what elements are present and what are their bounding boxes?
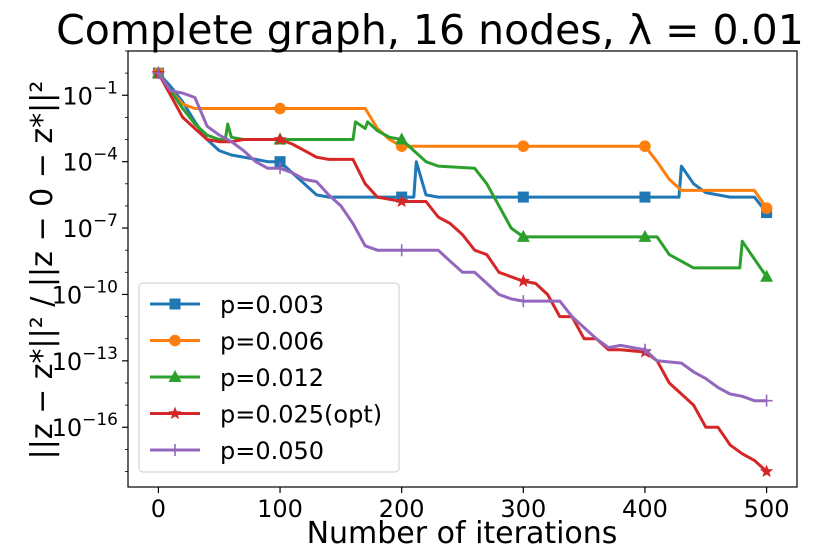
legend-entry-p-0-003: p=0.003: [150, 291, 324, 319]
data-point-p-0-050: [274, 162, 287, 175]
legend: p=0.003 p=0.006 p=0.012 p=0.025(opt) p=0.050: [138, 282, 400, 473]
series-line-p-0-006: [157, 72, 768, 209]
legend-marker: [168, 406, 182, 420]
legend-label: p=0.003: [220, 291, 324, 319]
x-axis-title: Number of iterations: [307, 516, 618, 551]
data-point-p-0-050: [152, 67, 165, 80]
x-tick-label: 300: [500, 495, 546, 523]
data-point-p-0-050: [517, 295, 530, 308]
y-tick-label: 10−16: [52, 410, 118, 442]
data-point-p-0-025-opt-: [516, 274, 530, 287]
legend-marker: [169, 298, 181, 310]
x-tick-label: 200: [379, 495, 425, 523]
y-axis-title: ||z − z*||² / ||z − 0 − z*||²: [25, 81, 60, 460]
legend-entry-p-0-006: p=0.006: [150, 328, 324, 356]
x-tick-label: 400: [622, 495, 668, 523]
legend-label: p=0.050: [220, 437, 324, 465]
data-point-p-0-006: [760, 202, 773, 214]
data-point-p-0-003: [517, 191, 529, 203]
chart-title: Complete graph, 16 nodes, λ = 0.01: [56, 6, 804, 54]
legend-entry-p-0-012: p=0.012: [150, 364, 324, 392]
x-tick-label: 0: [151, 495, 166, 523]
legend-label: p=0.025(opt): [220, 401, 382, 429]
data-point-p-0-012: [760, 269, 774, 282]
series-layer: [151, 66, 774, 478]
y-tick-label: 10−1: [62, 78, 118, 110]
series-line-p-0-012: [157, 72, 768, 278]
data-point-p-0-003: [639, 191, 651, 203]
y-tick-label: 10−7: [62, 211, 118, 243]
data-point-p-0-025-opt-: [395, 194, 409, 208]
y-tick-label: 10−13: [52, 344, 118, 376]
legend-entry-p-0-025-opt-: p=0.025(opt): [150, 401, 382, 429]
data-point-p-0-006: [517, 140, 530, 152]
data-point-p-0-050: [395, 244, 408, 257]
data-point-p-0-025-opt-: [273, 132, 287, 146]
series-p-0-050: [152, 67, 773, 407]
data-point-p-0-025-opt-: [759, 464, 774, 478]
data-point-p-0-006: [274, 102, 286, 115]
y-tick-label: 10−10: [52, 277, 118, 309]
x-tick-label: 500: [744, 495, 790, 523]
legend-box: [138, 282, 400, 473]
legend-marker: [168, 370, 182, 382]
legend-label: p=0.012: [220, 364, 324, 392]
legend-entry-p-0-050: p=0.050: [150, 437, 324, 465]
data-point-p-0-012: [395, 132, 409, 145]
legend-marker: [169, 444, 181, 456]
series-line-p-0-003: [157, 72, 768, 214]
series-line-p-0-025-opt-: [157, 72, 768, 473]
x-tick-label: 100: [257, 495, 303, 523]
series-line-p-0-050: [157, 72, 767, 403]
data-point-p-0-006: [639, 140, 651, 152]
data-point-p-0-012: [638, 229, 652, 242]
legend-marker: [169, 334, 181, 347]
legend-label: p=0.006: [220, 328, 324, 356]
data-point-p-0-050: [760, 394, 773, 407]
y-tick-label: 10−4: [62, 145, 118, 177]
data-point-p-0-003: [274, 156, 286, 168]
data-point-p-0-050: [638, 343, 651, 356]
data-point-p-0-012: [516, 229, 530, 242]
plot-frame: [127, 50, 798, 488]
axes-layer: 0 100 200 300 400 500 10−16 10−13 10−10 10−7 10−4 1…: [52, 50, 798, 523]
